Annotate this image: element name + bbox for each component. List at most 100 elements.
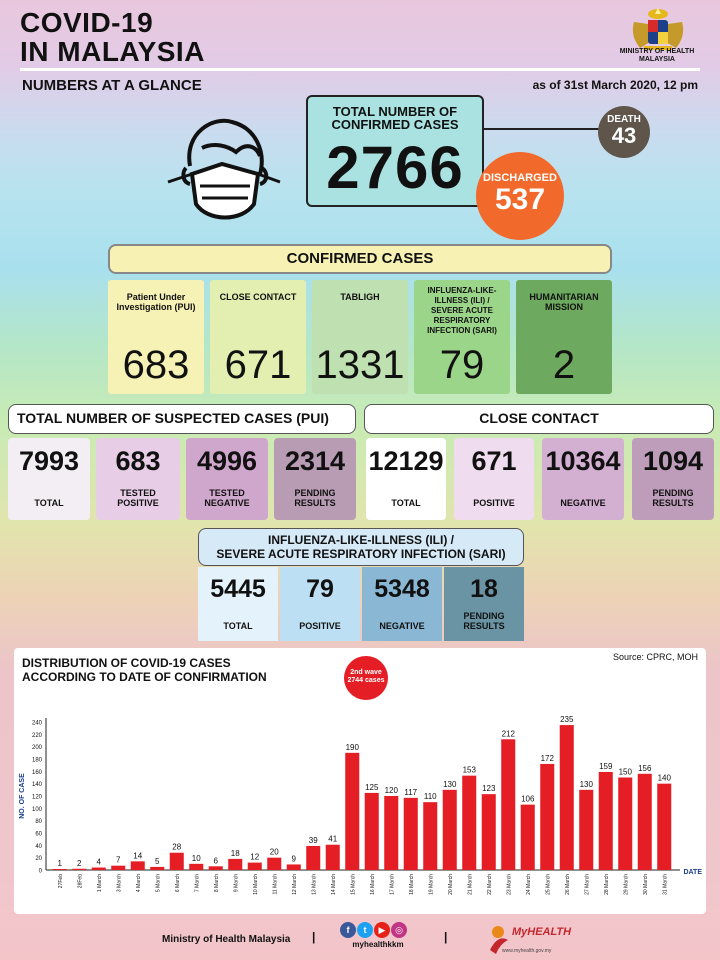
y-tick-label: 180 xyxy=(32,758,43,764)
data-label: 190 xyxy=(346,743,360,752)
stat-value: 4996 xyxy=(196,446,258,476)
suspected-cases-header: TOTAL NUMBER OF SUSPECTED CASES (PUI) xyxy=(8,404,356,434)
x-tick-label: 28 March xyxy=(604,874,610,895)
data-label: 235 xyxy=(560,715,574,724)
ili-negative: 5348 NEGATIVE xyxy=(362,567,442,641)
ministry-label: MINISTRY OF HEALTH MALAYSIA xyxy=(612,48,702,64)
death-badge: DEATH 43 xyxy=(598,106,650,158)
x-tick-label: 7 March xyxy=(194,874,200,892)
data-label: 156 xyxy=(638,764,652,773)
y-tick-label: 60 xyxy=(35,832,42,838)
x-tick-label: 27 March xyxy=(584,874,590,895)
confirmed-card-value: 2 xyxy=(552,343,576,387)
close-contact-header: CLOSE CONTACT xyxy=(364,404,714,434)
data-label: 18 xyxy=(231,849,240,858)
stat-label: POSITIVE xyxy=(299,621,341,631)
bar xyxy=(169,852,184,870)
bar xyxy=(637,773,652,870)
data-label: 2 xyxy=(77,859,82,868)
youtube-icon[interactable]: ▶ xyxy=(374,922,390,938)
social-handle[interactable]: myhealthkkm xyxy=(352,940,404,949)
data-label: 12 xyxy=(250,853,259,862)
data-label: 212 xyxy=(502,729,516,738)
x-tick-label: 24 March xyxy=(526,874,532,895)
bar xyxy=(481,794,496,870)
y-tick-label: 200 xyxy=(32,745,43,751)
ili-header-line-1: INFLUENZA-LIKE-ILLNESS (ILI) / xyxy=(268,533,454,547)
stat-label: POSITIVE xyxy=(473,498,515,508)
instagram-icon[interactable]: ◎ xyxy=(391,922,407,938)
x-tick-label: 13 March xyxy=(311,874,317,895)
y-tick-label: 160 xyxy=(32,770,43,776)
bar xyxy=(91,867,106,870)
data-label: 9 xyxy=(292,854,297,863)
data-label: 14 xyxy=(133,851,142,860)
data-label: 7 xyxy=(116,856,121,865)
bar xyxy=(540,763,555,870)
chart-title-line-1: DISTRIBUTION OF COVID-19 CASES xyxy=(22,656,231,670)
confirmed-card-humanitarian: HUMANITARIAN MISSION 2 xyxy=(516,280,612,394)
stat-value: 5445 xyxy=(210,575,266,603)
bar xyxy=(520,804,535,870)
ministry-line-1: MINISTRY OF HEALTH xyxy=(619,48,695,55)
bar xyxy=(384,796,399,870)
data-label: 125 xyxy=(365,783,379,792)
x-axis-label: DATE xyxy=(683,869,702,876)
x-tick-label: 26 March xyxy=(565,874,571,895)
myhealth-brand: MyHEALTH xyxy=(512,926,572,938)
confirmed-card-value: 683 xyxy=(122,343,190,387)
bar xyxy=(208,866,223,870)
data-label: 117 xyxy=(404,788,417,797)
x-tick-label: 14 March xyxy=(331,874,337,895)
chart-source: Source: CPRC, MOH xyxy=(612,652,698,662)
bar xyxy=(286,864,301,870)
bar xyxy=(267,857,282,870)
facebook-icon[interactable]: f xyxy=(340,922,356,938)
total-confirmed-label: TOTAL NUMBER OF CONFIRMED CASES xyxy=(308,105,482,131)
bar xyxy=(130,861,145,870)
twitter-icon[interactable]: t xyxy=(357,922,373,938)
x-tick-label: 1 March xyxy=(97,874,103,892)
suspected-pending-results: 2314 PENDING RESULTS xyxy=(274,438,356,520)
chart-title: DISTRIBUTION OF COVID-19 CASES ACCORDING… xyxy=(22,656,267,684)
data-label: 120 xyxy=(385,786,399,795)
ili-positive: 79 POSITIVE xyxy=(280,567,360,641)
x-tick-label: 4 March xyxy=(136,874,142,892)
x-tick-label: 11 March xyxy=(272,874,278,895)
death-connector-line xyxy=(484,128,604,130)
x-tick-label: 5 March xyxy=(155,874,161,892)
data-label: 150 xyxy=(619,768,633,777)
data-label: 20 xyxy=(270,848,279,857)
stat-value: 18 xyxy=(470,575,498,603)
stat-value: 5348 xyxy=(374,575,430,603)
stat-value: 12129 xyxy=(368,446,444,476)
myhealth-logo-icon xyxy=(490,926,508,954)
death-value: 43 xyxy=(611,123,637,148)
bar xyxy=(598,771,613,870)
confirmed-card-close-contact: CLOSE CONTACT 671 xyxy=(210,280,306,394)
bar xyxy=(501,739,516,870)
x-tick-label: 17 March xyxy=(389,874,395,895)
confirmed-card-tabligh: TABLIGH 1331 xyxy=(312,280,408,394)
x-tick-label: 15 March xyxy=(350,874,356,895)
close-contact-total: 12129 TOTAL xyxy=(366,438,446,520)
second-wave-badge: 2nd wave 2744 cases xyxy=(344,656,388,700)
stat-label: TESTED POSITIVE xyxy=(117,488,159,508)
stat-label: TOTAL xyxy=(34,498,64,508)
bar xyxy=(228,858,243,870)
bar xyxy=(423,802,438,870)
header-divider xyxy=(20,68,700,71)
data-label: 110 xyxy=(424,792,437,801)
data-label: 28 xyxy=(172,843,181,852)
bar xyxy=(72,868,87,870)
data-label: 39 xyxy=(309,836,318,845)
data-label: 1 xyxy=(58,859,63,868)
data-label: 140 xyxy=(658,774,672,783)
y-axis-label: NO. OF CASE xyxy=(19,773,26,819)
y-tick-label: 240 xyxy=(32,721,43,727)
x-tick-label: 8 March xyxy=(214,874,220,892)
ili-total: 5445 TOTAL xyxy=(198,567,278,641)
x-tick-label: 19 March xyxy=(428,874,434,895)
stat-value: 10364 xyxy=(545,446,621,476)
stat-value: 2314 xyxy=(284,446,346,476)
